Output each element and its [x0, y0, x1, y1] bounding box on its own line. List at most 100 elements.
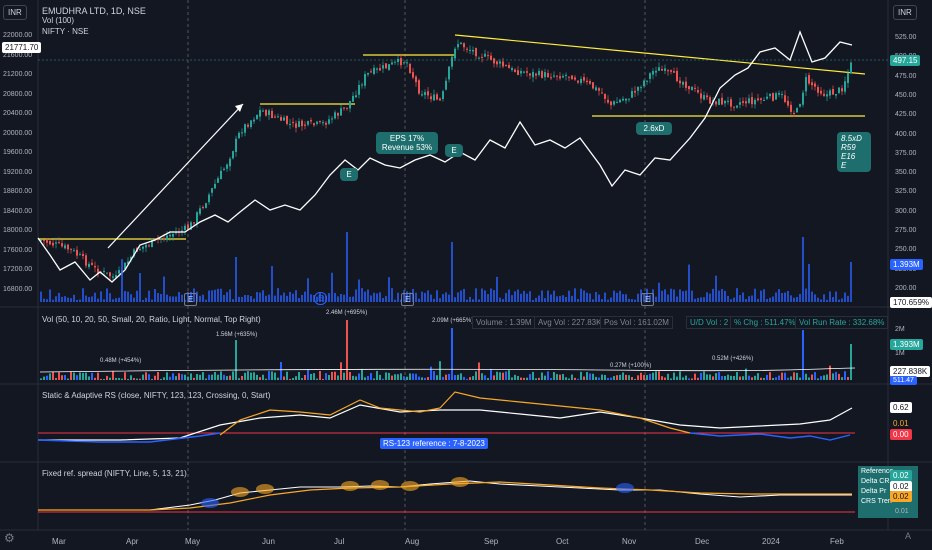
spread-pane-title[interactable]: Fixed ref. spread (NIFTY, Line, 5, 13, 2…: [42, 469, 187, 478]
volume-bar: [655, 296, 657, 302]
volume-callout-latest[interactable]: 8.5xD R59 E16 E: [837, 132, 871, 172]
volume-bar: [181, 294, 183, 302]
candle-body: [448, 66, 450, 80]
volume-bar: [850, 262, 852, 302]
candle-body: [148, 245, 150, 247]
time-axis-tick: Aug: [405, 537, 420, 546]
volume-bar: [469, 377, 471, 380]
auto-scale-button[interactable]: A: [905, 531, 912, 541]
symbol-title: EMUDHRA LTD, 1D, NSE: [42, 6, 146, 16]
volume-bar: [202, 372, 204, 380]
volume-bar: [661, 376, 663, 380]
candle-body: [361, 84, 363, 86]
earnings-callout[interactable]: E: [445, 144, 463, 157]
volume-bar: [442, 294, 444, 302]
candle-body: [319, 120, 321, 122]
volume-bar: [787, 290, 789, 302]
volume-bar: [208, 374, 210, 380]
time-axis-tick: Oct: [556, 537, 569, 546]
candle-body: [592, 82, 594, 89]
candle-body: [685, 81, 687, 88]
candle-body: [133, 249, 135, 257]
candle-body: [562, 75, 564, 78]
legend-item: Delta CR: [861, 478, 890, 485]
candle-body: [502, 61, 504, 67]
volume-bar: [292, 378, 294, 380]
earnings-marker[interactable]: E: [401, 293, 415, 306]
volume-bar: [505, 371, 507, 380]
volume-bar: [616, 375, 618, 380]
volume-bar: [64, 296, 66, 302]
earnings-callout[interactable]: E: [340, 168, 358, 181]
volume-stat: Pos Vol : 161.02M: [600, 316, 673, 329]
candle-body: [172, 234, 174, 237]
volume-bar: [706, 292, 708, 302]
candle-body: [340, 108, 342, 116]
candle-body: [238, 132, 240, 139]
volume-bar: [169, 296, 171, 302]
candle-body: [772, 93, 774, 101]
volume-bars-main: [40, 232, 852, 302]
volume-bar: [472, 376, 474, 380]
volume-bar: [700, 372, 702, 380]
volume-bar: [685, 375, 687, 380]
volume-bar: [619, 290, 621, 302]
volume-bar: [109, 377, 111, 380]
candle-body: [223, 168, 225, 170]
volume-bar: [445, 292, 447, 302]
rs-blue-line: [37, 432, 851, 443]
volume-bar: [700, 297, 702, 302]
candle-body: [658, 67, 660, 71]
rs-pane-title[interactable]: Static & Adaptive RS (close, NIFTY, 123,…: [42, 391, 271, 400]
volume-bar: [697, 298, 699, 302]
spread-dot: [616, 483, 634, 493]
volume-callout[interactable]: 2.6xD: [636, 122, 672, 135]
volume-bar: [112, 299, 114, 302]
currency-button-left[interactable]: INR: [3, 5, 27, 20]
candle-body: [475, 48, 477, 57]
volume-bar: [613, 376, 615, 380]
right-axis-tick: 325.00: [895, 188, 917, 196]
volume-bar: [178, 373, 180, 380]
candle-body: [607, 99, 609, 103]
earnings-marker[interactable]: E: [641, 293, 655, 306]
right-axis-tick: 275.00: [895, 227, 917, 234]
candle-body: [457, 44, 459, 48]
candle-body: [163, 238, 165, 240]
volume-bar: [415, 292, 417, 302]
volume-bar: [646, 375, 648, 380]
candle-body: [799, 104, 801, 107]
volume-bar: [478, 362, 480, 380]
volume-bar: [580, 288, 582, 302]
volume-bar: [616, 292, 618, 302]
volume-pane-title[interactable]: Vol (50, 10, 20, 50, Small, 20, Ratio, L…: [42, 315, 261, 324]
volume-bar: [202, 294, 204, 302]
volume-bar: [433, 371, 435, 380]
volume-bar: [844, 371, 846, 380]
rs-tag-white: 0.62: [890, 402, 912, 413]
volume-bar: [550, 378, 552, 380]
volume-bar: [289, 378, 291, 380]
volume-bar: [274, 372, 276, 380]
volume-bar: [394, 299, 396, 302]
volume-bar: [211, 290, 213, 302]
volume-bar: [91, 372, 93, 380]
volume-bar: [838, 299, 840, 302]
volume-bar: [40, 291, 42, 302]
dividend-marker[interactable]: E: [314, 292, 328, 305]
volume-bar: [343, 294, 345, 302]
earnings-marker[interactable]: E: [184, 293, 198, 306]
left-axis-tick: 20800.00: [3, 90, 33, 98]
volume-bar: [760, 377, 762, 380]
eps-callout[interactable]: EPS 17% Revenue 53%: [376, 132, 438, 154]
volume-bar: [247, 295, 249, 302]
volume-bar: [664, 377, 666, 380]
gear-icon[interactable]: ⚙: [4, 531, 15, 545]
volume-bar: [382, 378, 384, 380]
left-axis-tick: 22000.00: [3, 32, 33, 39]
candle-body: [484, 53, 486, 57]
currency-button-right[interactable]: INR: [893, 5, 917, 20]
candle-body: [601, 92, 603, 94]
